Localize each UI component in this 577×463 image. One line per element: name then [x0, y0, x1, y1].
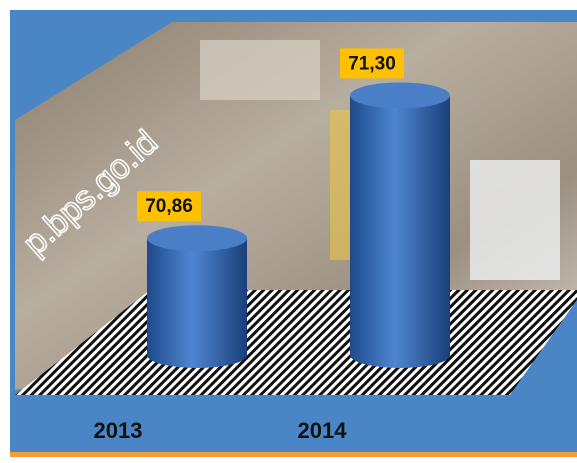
bottom-rule — [10, 452, 577, 457]
bar — [350, 95, 450, 368]
x-tick-label: 2014 — [298, 418, 348, 443]
page: {"chart_data": {"type": "bar", "watermar… — [0, 0, 577, 463]
bar-top — [350, 82, 450, 108]
value-label: 70,86 — [145, 196, 193, 217]
bar-top — [147, 225, 247, 251]
photo-banner — [470, 160, 560, 280]
chart: p.bps.go.id 201370,86201471,30 — [0, 0, 577, 463]
value-label: 71,30 — [348, 53, 396, 74]
x-tick-label: 2013 — [94, 418, 143, 443]
bar — [147, 238, 247, 368]
photo-building — [200, 40, 320, 100]
